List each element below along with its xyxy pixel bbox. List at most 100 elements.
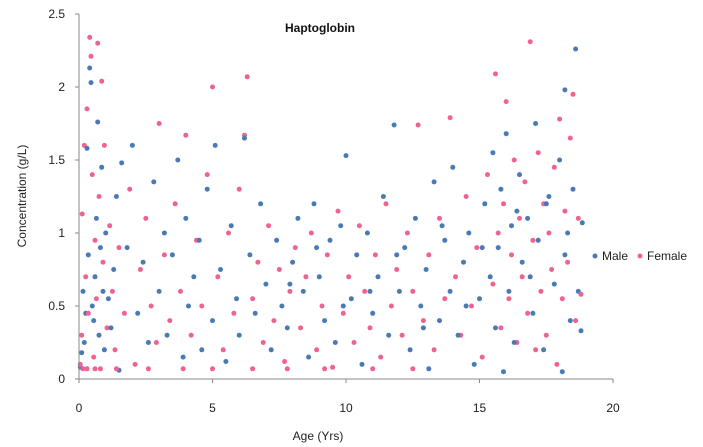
male-data-point bbox=[108, 325, 114, 331]
female-data-point bbox=[287, 288, 293, 294]
male-data-point bbox=[570, 186, 576, 192]
female-data-point bbox=[145, 366, 151, 372]
female-data-point bbox=[559, 296, 565, 302]
female-data-point bbox=[85, 310, 91, 316]
female-data-point bbox=[244, 74, 250, 80]
female-data-point bbox=[388, 303, 394, 309]
male-data-point bbox=[119, 160, 125, 166]
male-data-point bbox=[91, 318, 97, 324]
male-data-point bbox=[487, 274, 493, 280]
female-data-point bbox=[284, 366, 290, 372]
male-data-point bbox=[89, 303, 95, 309]
male-data-point bbox=[527, 274, 533, 280]
male-data-point bbox=[559, 369, 565, 375]
male-data-point bbox=[236, 332, 242, 338]
male-data-point bbox=[87, 65, 93, 71]
female-data-point bbox=[97, 366, 103, 372]
male-data-point bbox=[183, 215, 189, 221]
female-data-point bbox=[161, 252, 167, 258]
male-data-point bbox=[525, 215, 531, 221]
female-data-point bbox=[226, 230, 231, 236]
male-data-point bbox=[364, 230, 370, 236]
female-data-point bbox=[554, 361, 560, 367]
female-data-point bbox=[335, 208, 341, 214]
female-data-point bbox=[276, 267, 282, 272]
female-data-point bbox=[498, 325, 504, 331]
male-data-point bbox=[420, 325, 426, 331]
male-data-point bbox=[463, 303, 469, 309]
male-data-point bbox=[124, 245, 130, 251]
male-data-point bbox=[79, 350, 85, 356]
female-data-point bbox=[292, 245, 298, 251]
female-data-point bbox=[565, 259, 571, 265]
male-data-point bbox=[223, 359, 229, 364]
female-data-point bbox=[340, 310, 346, 316]
female-data-point bbox=[250, 296, 256, 302]
female-data-point bbox=[88, 53, 94, 59]
female-data-point bbox=[501, 201, 506, 207]
male-data-point bbox=[530, 310, 536, 316]
female-data-point bbox=[199, 303, 205, 309]
female-data-point bbox=[527, 39, 533, 45]
female-data-point bbox=[148, 303, 154, 309]
female-data-point bbox=[479, 354, 485, 360]
male-data-point bbox=[85, 252, 91, 258]
female-data-point bbox=[107, 223, 113, 229]
male-data-point bbox=[471, 361, 477, 367]
male-data-point bbox=[196, 237, 202, 243]
male-data-point bbox=[370, 310, 376, 316]
female-data-point bbox=[567, 135, 573, 141]
male-data-point bbox=[541, 347, 547, 353]
male-data-point bbox=[565, 230, 571, 236]
male-data-point bbox=[495, 245, 501, 251]
female-data-point bbox=[324, 252, 330, 258]
female-data-point bbox=[121, 310, 127, 316]
male-data-point bbox=[212, 142, 218, 148]
male-data-point bbox=[263, 281, 269, 287]
female-data-point bbox=[266, 223, 272, 229]
female-data-point bbox=[573, 318, 579, 324]
female-data-point bbox=[153, 340, 159, 345]
male-data-point bbox=[135, 310, 141, 316]
male-data-point bbox=[95, 119, 101, 125]
female-data-point bbox=[95, 40, 101, 46]
male-data-point bbox=[578, 328, 584, 334]
female-data-point bbox=[87, 34, 93, 40]
male-data-point bbox=[338, 223, 344, 229]
male-data-point bbox=[113, 194, 119, 199]
male-data-point bbox=[218, 267, 223, 272]
female-data-point bbox=[447, 115, 453, 121]
female-data-point bbox=[183, 132, 189, 138]
male-data-point bbox=[391, 122, 397, 128]
male-data-point bbox=[506, 288, 512, 294]
female-data-point bbox=[96, 194, 102, 199]
female-data-point bbox=[210, 366, 215, 372]
male-data-point bbox=[93, 215, 99, 221]
male-data-point bbox=[442, 237, 448, 243]
male-data-point bbox=[228, 223, 234, 229]
female-data-point bbox=[156, 121, 162, 126]
female-data-point bbox=[410, 366, 416, 372]
male-data-point bbox=[268, 347, 274, 353]
male-data-point bbox=[477, 296, 482, 302]
female-data-point bbox=[298, 325, 304, 331]
female-data-point bbox=[236, 186, 242, 192]
female-data-point bbox=[557, 116, 563, 122]
legend: Male Female bbox=[592, 249, 687, 263]
female-data-point bbox=[104, 325, 110, 331]
female-data-point bbox=[535, 150, 541, 156]
male-data-point bbox=[284, 325, 290, 331]
female-data-point bbox=[180, 366, 186, 372]
male-data-point bbox=[455, 332, 461, 338]
male-data-point bbox=[332, 340, 338, 345]
female-data-point bbox=[415, 122, 421, 128]
y-tick-label: 1.5 bbox=[48, 153, 65, 167]
female-data-point bbox=[210, 84, 215, 90]
female-data-point bbox=[204, 172, 210, 178]
female-data-point bbox=[551, 164, 557, 170]
x-axis-title: Age (Yrs) bbox=[293, 429, 344, 443]
female-data-point bbox=[215, 274, 221, 280]
male-data-point bbox=[533, 121, 539, 126]
female-data-point bbox=[137, 267, 143, 272]
male-data-point bbox=[407, 347, 413, 353]
